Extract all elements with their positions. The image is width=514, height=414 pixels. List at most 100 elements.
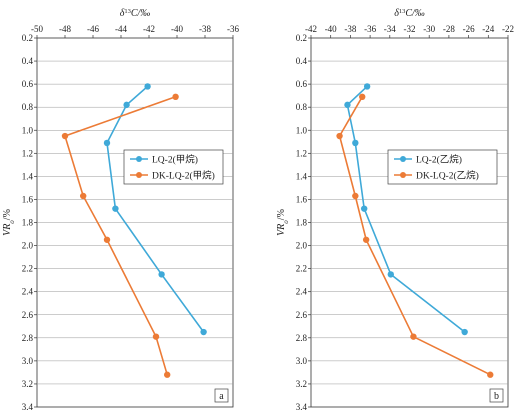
panel-b: 0.2 0.4 0.6 0.8 1.0 1.2 1.4 1.6 1.8 2.0 2.2 2.4 2.6 2… — [276, 8, 514, 413]
legend-label: DK-LQ-2(甲烷) — [152, 170, 215, 182]
panel-a: 0.2 0.4 0.6 0.8 1.0 1.2 1.4 1.6 1.8 2.0 2.2 2.4 2.6 2… — [2, 8, 239, 413]
x-tick-label: -36 — [227, 24, 239, 34]
series-line-1 — [106, 85, 205, 333]
data-point — [387, 271, 394, 278]
y-tick-label: 0.2 — [22, 33, 33, 43]
y-tick-label: 3.4 — [296, 402, 308, 412]
y-tick-label: 2.0 — [296, 241, 308, 251]
data-point — [152, 333, 160, 340]
y-tick-label: 1.8 — [22, 218, 34, 228]
series-line-2 — [338, 96, 491, 376]
legend-swatch-marker — [136, 172, 142, 178]
x-tick-label: -40 — [171, 24, 183, 34]
y-tick-label: 1.0 — [296, 125, 308, 135]
x-tick-label: -42 — [143, 24, 155, 34]
series-line-2 — [64, 96, 176, 375]
data-point — [80, 192, 87, 200]
x-axis-title: δ13C/‰ — [394, 8, 425, 20]
data-point — [103, 236, 111, 243]
x-tick-label: -26 — [463, 24, 475, 34]
x-tick-label: -50 — [31, 24, 43, 34]
x-tick-label: -40 — [325, 24, 337, 34]
y-tick-label: 2.4 — [296, 287, 308, 297]
y-tick-label: 0.8 — [22, 102, 34, 112]
y-tick-label: 1.4 — [22, 171, 34, 181]
series-line-1 — [346, 85, 466, 333]
y-tick-label: 1.0 — [22, 125, 34, 135]
data-point — [144, 83, 151, 90]
x-tick-label: -22 — [502, 24, 514, 34]
y-tick-label: 2.6 — [296, 310, 308, 320]
y-tick-label: 1.2 — [296, 148, 307, 158]
legend-label: LQ-2(乙烷) — [416, 154, 462, 166]
data-point — [112, 205, 119, 212]
data-point — [344, 101, 351, 109]
x-tick-label: -42 — [305, 24, 317, 34]
x-tick-label: -30 — [423, 24, 435, 34]
panel-label: a — [219, 391, 224, 402]
data-point — [172, 93, 179, 101]
x-tick-label: -36 — [364, 24, 376, 34]
y-tick-label: 0.6 — [22, 79, 34, 89]
y-tick-label: 0.2 — [296, 33, 307, 43]
data-point — [336, 132, 343, 140]
y-tick-label: 2.2 — [296, 264, 307, 274]
y-tick-label: 1.8 — [296, 218, 308, 228]
y-tick-label: 0.8 — [296, 102, 308, 112]
x-tick-label: -46 — [87, 24, 99, 34]
y-tick-label: 0.4 — [296, 56, 308, 66]
data-point — [123, 101, 130, 109]
y-tick-label: 1.2 — [22, 148, 33, 158]
x-tick-label: -38 — [199, 24, 211, 34]
y-tick-label: 2.6 — [22, 310, 34, 320]
y-tick-label: 3.4 — [22, 402, 34, 412]
data-point — [461, 328, 468, 336]
legend-label: LQ-2(甲烷) — [152, 154, 198, 166]
x-tick-label: -48 — [59, 24, 71, 34]
data-point — [487, 371, 494, 378]
y-tick-label: 0.6 — [296, 79, 308, 89]
data-point — [352, 192, 359, 200]
y-tick-label: 2.2 — [22, 264, 33, 274]
y-tick-label: 1.6 — [296, 194, 308, 204]
legend-swatch-marker — [400, 172, 406, 178]
y-tick-label: 2.0 — [22, 241, 34, 251]
y-tick-label: 3.0 — [22, 356, 34, 366]
x-tick-label: -24 — [482, 24, 494, 34]
data-point — [103, 139, 111, 147]
panel-label-box — [489, 388, 504, 403]
y-tick-label: 3.2 — [296, 379, 307, 389]
y-tick-label: 3.2 — [22, 379, 33, 389]
data-point — [61, 132, 69, 140]
y-tick-label: 1.4 — [296, 171, 308, 181]
y-tick-label: 1.6 — [22, 194, 34, 204]
legend-box — [387, 149, 498, 185]
y-tick-label: 2.4 — [22, 287, 34, 297]
y-tick-label: 3.0 — [296, 356, 308, 366]
x-tick-label: -34 — [384, 24, 396, 34]
panel-label: b — [494, 391, 499, 402]
panel-label-box — [214, 388, 229, 403]
legend-swatch-marker — [400, 156, 406, 162]
data-point — [200, 328, 207, 336]
y-axis-title: VRo/% — [276, 209, 290, 236]
legend-box — [123, 149, 224, 185]
x-tick-label: -38 — [344, 24, 356, 34]
y-tick-label: 2.8 — [296, 333, 308, 343]
data-point — [359, 93, 366, 101]
data-point — [362, 236, 370, 243]
legend-swatch-marker — [136, 156, 142, 162]
y-tick-label: 0.4 — [22, 56, 34, 66]
y-tick-label: 2.8 — [22, 333, 34, 343]
data-point — [363, 83, 371, 90]
data-point — [410, 333, 417, 340]
x-tick-label: -28 — [443, 24, 455, 34]
data-point — [360, 205, 368, 212]
x-axis-title: δ13C/‰ — [120, 8, 151, 20]
legend-label: DK-LQ-2(乙烷) — [416, 170, 479, 182]
data-point — [352, 139, 359, 147]
y-axis-title: VRo/% — [2, 209, 16, 236]
data-point — [158, 271, 165, 278]
x-tick-label: -32 — [404, 24, 416, 34]
